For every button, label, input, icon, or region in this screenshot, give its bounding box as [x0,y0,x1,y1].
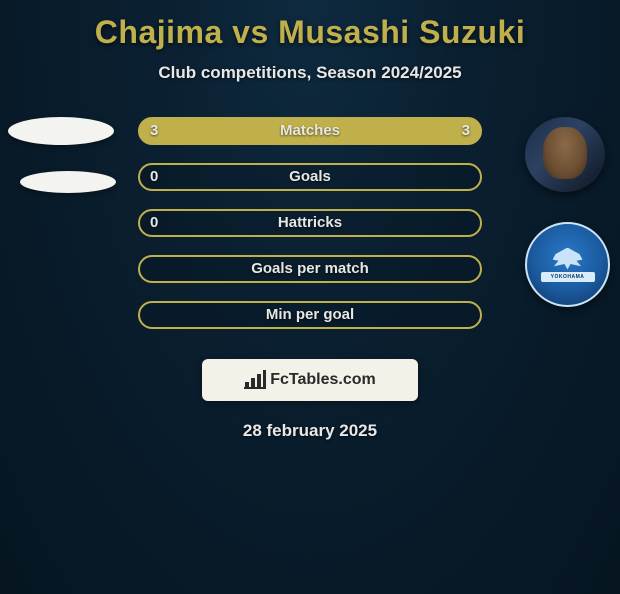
right-player-column: YOKOHAMA [525,117,610,307]
source-label: FcTables.com [270,371,376,389]
stats-area: YOKOHAMA 3 Matches 3 0 Goals 0 Hattricks… [0,117,620,347]
right-player-avatar [525,117,605,192]
club-badge-banner: YOKOHAMA [541,272,595,282]
subtitle: Club competitions, Season 2024/2025 [0,63,620,83]
stat-bar-goals-per-match: Goals per match [138,255,482,283]
stat-hattricks-label: Hattricks [140,211,480,235]
left-player-avatar-placeholder [8,117,114,145]
bar-chart-icon [244,371,266,389]
stat-goals-label: Goals [140,165,480,189]
stat-mpg-label: Min per goal [140,303,480,327]
stat-bar-matches: 3 Matches 3 [138,117,482,145]
page-title: Chajima vs Musashi Suzuki [0,14,620,51]
stat-matches-right-value: 3 [462,119,470,143]
left-club-badge-placeholder [20,171,116,193]
face-icon [543,127,587,179]
bird-icon [553,248,583,270]
left-player-column [8,117,116,219]
stat-bar-hattricks: 0 Hattricks [138,209,482,237]
stat-bar-goals: 0 Goals [138,163,482,191]
date: 28 february 2025 [0,421,620,441]
stat-gpm-label: Goals per match [140,257,480,281]
source-link[interactable]: FcTables.com [202,359,418,401]
stat-matches-label: Matches [140,119,480,143]
stat-bars: 3 Matches 3 0 Goals 0 Hattricks Goals pe… [138,117,482,347]
right-club-badge: YOKOHAMA [525,222,610,307]
stat-bar-min-per-goal: Min per goal [138,301,482,329]
